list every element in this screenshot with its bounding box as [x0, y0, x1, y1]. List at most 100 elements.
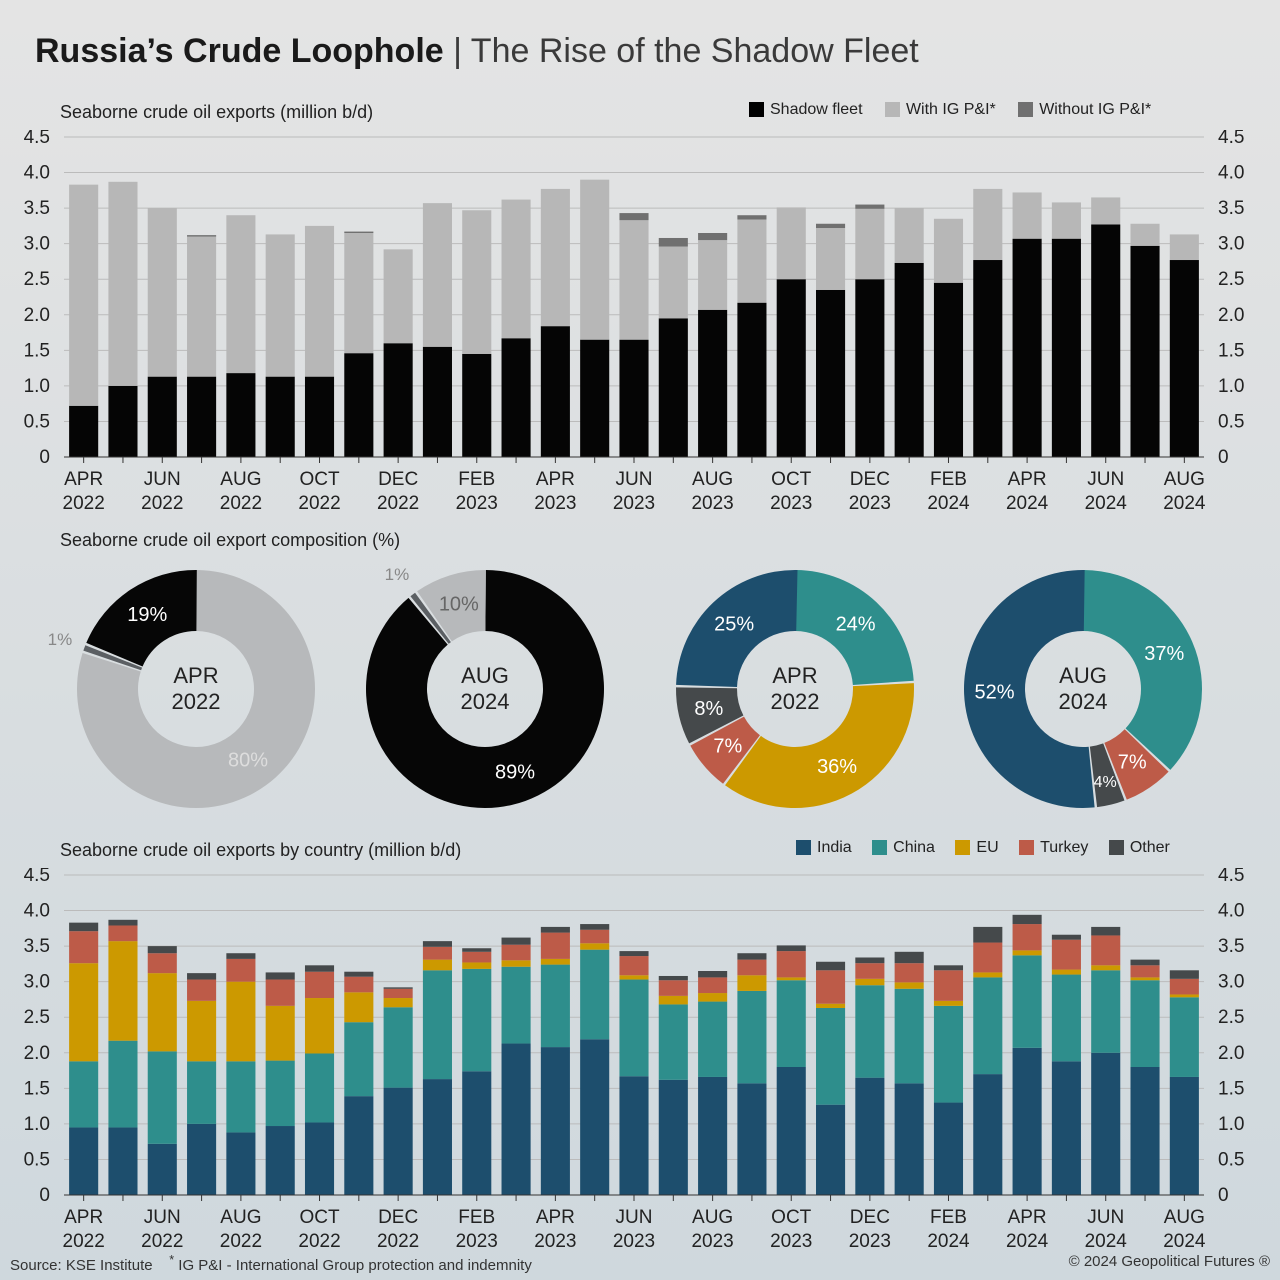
svg-text:OCT: OCT	[771, 469, 812, 490]
svg-text:8%: 8%	[694, 698, 723, 720]
svg-text:2.5: 2.5	[1218, 1007, 1244, 1028]
svg-text:3.0: 3.0	[24, 234, 50, 255]
svg-text:2023: 2023	[770, 493, 812, 510]
svg-text:2023: 2023	[849, 1231, 891, 1248]
svg-text:7%: 7%	[713, 736, 742, 758]
svg-text:2024: 2024	[1163, 1231, 1206, 1248]
svg-text:JUN: JUN	[1087, 1207, 1124, 1228]
svg-text:2022: 2022	[298, 493, 340, 510]
svg-text:DEC: DEC	[378, 469, 418, 490]
svg-text:1.5: 1.5	[24, 1078, 50, 1099]
svg-text:JUN: JUN	[616, 1207, 653, 1228]
svg-text:4.0: 4.0	[24, 163, 50, 184]
svg-text:4.5: 4.5	[1218, 130, 1244, 148]
svg-text:2.5: 2.5	[24, 269, 50, 290]
svg-text:AUG: AUG	[1059, 663, 1107, 688]
svg-text:2022: 2022	[377, 493, 419, 510]
svg-text:JUN: JUN	[144, 469, 181, 490]
svg-text:0: 0	[39, 1185, 50, 1206]
svg-text:2.0: 2.0	[1218, 305, 1244, 326]
svg-text:DEC: DEC	[378, 1207, 418, 1228]
svg-text:24%: 24%	[836, 613, 876, 635]
svg-text:AUG: AUG	[692, 1207, 733, 1228]
svg-text:1%: 1%	[385, 565, 410, 584]
svg-text:0: 0	[1218, 1185, 1229, 1206]
svg-text:3.5: 3.5	[1218, 936, 1244, 957]
svg-text:OCT: OCT	[299, 1207, 340, 1228]
svg-text:3.5: 3.5	[1218, 198, 1244, 219]
svg-text:7%: 7%	[1118, 752, 1147, 774]
svg-text:AUG: AUG	[461, 663, 509, 688]
svg-text:APR: APR	[64, 469, 103, 490]
svg-text:JUN: JUN	[144, 1207, 181, 1228]
svg-text:4.0: 4.0	[1218, 901, 1244, 922]
svg-text:1.5: 1.5	[24, 340, 50, 361]
svg-text:2022: 2022	[63, 1231, 105, 1248]
svg-text:2024: 2024	[461, 689, 510, 714]
svg-text:FEB: FEB	[458, 1207, 495, 1228]
svg-text:3.0: 3.0	[24, 972, 50, 993]
svg-text:APR: APR	[64, 1207, 103, 1228]
svg-text:1.0: 1.0	[1218, 376, 1244, 397]
svg-text:89%: 89%	[495, 761, 535, 783]
svg-text:1.0: 1.0	[24, 376, 50, 397]
svg-text:2022: 2022	[63, 493, 105, 510]
svg-text:2023: 2023	[849, 493, 891, 510]
svg-text:JUN: JUN	[616, 469, 653, 490]
svg-text:2024: 2024	[1059, 689, 1108, 714]
svg-text:2.0: 2.0	[1218, 1043, 1244, 1064]
svg-text:APR: APR	[772, 663, 817, 688]
svg-text:2023: 2023	[456, 493, 498, 510]
svg-text:3.5: 3.5	[24, 936, 50, 957]
svg-text:10%: 10%	[439, 593, 479, 615]
svg-text:DEC: DEC	[850, 1207, 890, 1228]
svg-text:FEB: FEB	[458, 469, 495, 490]
svg-text:2023: 2023	[456, 1231, 498, 1248]
svg-text:AUG: AUG	[1164, 469, 1205, 490]
svg-text:0.5: 0.5	[24, 411, 50, 432]
svg-text:0.5: 0.5	[24, 1149, 50, 1170]
svg-text:2024: 2024	[1163, 493, 1206, 510]
svg-text:2024: 2024	[1085, 493, 1128, 510]
svg-text:APR: APR	[173, 663, 218, 688]
svg-text:2024: 2024	[1006, 493, 1049, 510]
svg-text:2.5: 2.5	[1218, 269, 1244, 290]
svg-text:2023: 2023	[613, 493, 655, 510]
svg-text:4.5: 4.5	[24, 130, 50, 148]
svg-text:2024: 2024	[927, 1231, 970, 1248]
svg-text:APR: APR	[1008, 1207, 1047, 1228]
svg-text:25%: 25%	[714, 614, 754, 636]
svg-text:APR: APR	[536, 469, 575, 490]
svg-text:2022: 2022	[298, 1231, 340, 1248]
svg-text:4.0: 4.0	[24, 901, 50, 922]
svg-text:AUG: AUG	[220, 469, 261, 490]
svg-text:80%: 80%	[228, 750, 268, 772]
svg-text:AUG: AUG	[692, 469, 733, 490]
svg-text:2024: 2024	[927, 493, 970, 510]
svg-text:2023: 2023	[534, 493, 576, 510]
svg-text:4%: 4%	[1094, 774, 1117, 791]
svg-text:1.5: 1.5	[1218, 340, 1244, 361]
svg-text:2022: 2022	[771, 689, 820, 714]
svg-text:2023: 2023	[691, 493, 733, 510]
svg-text:0.5: 0.5	[1218, 411, 1244, 432]
svg-text:FEB: FEB	[930, 469, 967, 490]
svg-text:19%: 19%	[127, 604, 167, 626]
svg-text:OCT: OCT	[299, 469, 340, 490]
svg-text:2.0: 2.0	[24, 1043, 50, 1064]
svg-text:OCT: OCT	[771, 1207, 812, 1228]
svg-text:2022: 2022	[172, 689, 221, 714]
svg-text:2.0: 2.0	[24, 305, 50, 326]
svg-text:2022: 2022	[141, 493, 183, 510]
svg-text:2023: 2023	[534, 1231, 576, 1248]
svg-text:AUG: AUG	[220, 1207, 261, 1228]
svg-text:2023: 2023	[613, 1231, 655, 1248]
svg-text:AUG: AUG	[1164, 1207, 1205, 1228]
svg-text:3.5: 3.5	[24, 198, 50, 219]
svg-text:2022: 2022	[377, 1231, 419, 1248]
svg-text:APR: APR	[536, 1207, 575, 1228]
svg-text:4.5: 4.5	[24, 868, 50, 886]
svg-text:1%: 1%	[48, 630, 73, 649]
svg-text:APR: APR	[1008, 469, 1047, 490]
svg-text:2023: 2023	[770, 1231, 812, 1248]
